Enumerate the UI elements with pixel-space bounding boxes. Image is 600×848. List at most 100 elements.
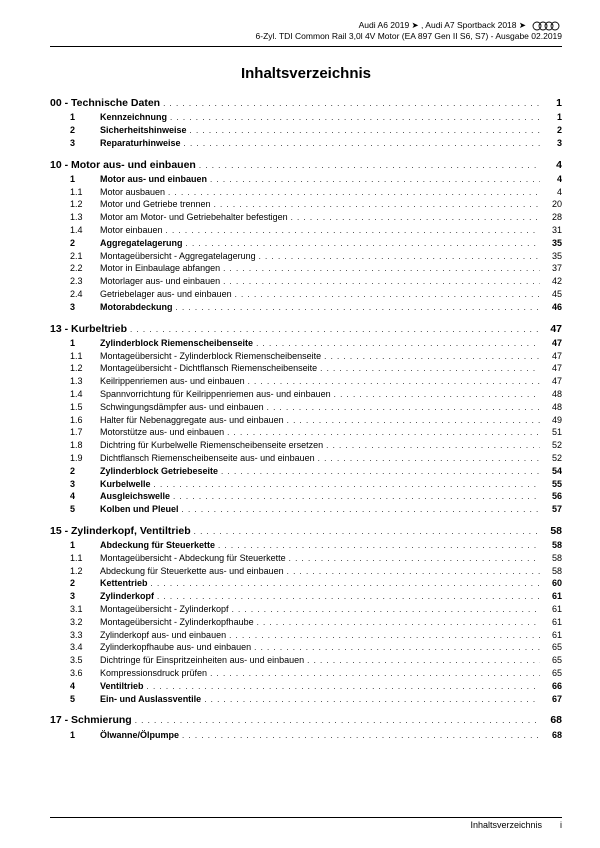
toc-dots	[218, 539, 540, 552]
toc-label: 15 - Zylinderkopf, Ventiltrieb	[50, 524, 194, 538]
toc-dots	[184, 137, 540, 150]
toc-label: Kennzeichnung	[100, 111, 170, 123]
toc-label: Kolben und Pleuel	[100, 503, 182, 515]
toc-label: Montageübersicht - Zylinderkopf	[100, 603, 232, 615]
toc-num: 3.2	[50, 616, 100, 628]
toc-num: 1.9	[50, 452, 100, 464]
toc-page: 35	[540, 237, 562, 249]
toc-page: 55	[540, 478, 562, 490]
toc-label: Motor ausbauen	[100, 186, 168, 198]
toc-label: Reparaturhinweise	[100, 137, 184, 149]
audi-logo-icon	[532, 21, 562, 31]
toc-dots	[176, 301, 540, 314]
toc-dots	[267, 401, 540, 414]
toc-dots	[214, 198, 540, 211]
toc-chapter: 00 - Technische Daten1	[50, 96, 562, 110]
toc-entry: 1.5Schwingungsdämpfer aus- und einbauen4…	[50, 401, 562, 414]
page-footer: Inhaltsverzeichnis i	[50, 817, 562, 830]
toc-label: Montageübersicht - Zylinderkopfhaube	[100, 616, 257, 628]
toc-num: 2	[50, 124, 100, 136]
toc-page: 1	[540, 111, 562, 123]
toc-entry: 3.4Zylinderkopfhaube aus- und einbauen65	[50, 641, 562, 654]
toc-dots	[194, 524, 540, 538]
toc-page: 65	[540, 667, 562, 679]
toc-label: Abdeckung für Steuerkette	[100, 539, 218, 551]
toc-dots	[199, 158, 540, 172]
toc-page: 61	[540, 629, 562, 641]
toc-entry: 1.4Motor einbauen31	[50, 224, 562, 237]
toc-label: Dichtringe für Einspritzeinheiten aus- u…	[100, 654, 307, 666]
toc-entry: 1.1Motor ausbauen4	[50, 186, 562, 199]
toc-dots	[307, 654, 540, 667]
toc-page: 57	[540, 503, 562, 515]
toc-dots	[289, 552, 540, 565]
toc-num: 3	[50, 137, 100, 149]
toc-dots	[170, 111, 540, 124]
toc-dots	[130, 322, 540, 336]
toc-label: Schwingungsdämpfer aus- und einbauen	[100, 401, 267, 413]
toc-page: 42	[540, 275, 562, 287]
toc-num: 2.3	[50, 275, 100, 287]
toc-entry: 3Kurbelwelle55	[50, 478, 562, 491]
toc-dots	[320, 362, 540, 375]
toc-num: 1.3	[50, 211, 100, 223]
toc-num: 2.4	[50, 288, 100, 300]
toc-page: 52	[540, 439, 562, 451]
toc-num: 1.4	[50, 388, 100, 400]
toc-label: Motorabdeckung	[100, 301, 176, 313]
toc-label: Motor aus- und einbauen	[100, 173, 210, 185]
toc-entry: 1.3Keilrippenriemen aus- und einbauen47	[50, 375, 562, 388]
toc-page: 45	[540, 288, 562, 300]
toc-num: 4	[50, 680, 100, 692]
toc-page: 4	[540, 158, 562, 172]
toc-entry: 2Aggregatelagerung35	[50, 237, 562, 250]
toc-chapter: 15 - Zylinderkopf, Ventiltrieb58	[50, 524, 562, 538]
toc-label: Montageübersicht - Abdeckung für Steuerk…	[100, 552, 289, 564]
page: Audi A6 2019 ➤ , Audi A7 Sportback 2018 …	[0, 0, 600, 751]
toc-num: 3.5	[50, 654, 100, 666]
toc-label: 17 - Schmierung	[50, 713, 135, 727]
toc-page: 35	[540, 250, 562, 262]
toc-num: 1	[50, 729, 100, 741]
toc-entry: 2.3Motorlager aus- und einbauen42	[50, 275, 562, 288]
toc-page: 1	[540, 96, 562, 110]
toc-page: 58	[540, 552, 562, 564]
toc-dots	[248, 375, 540, 388]
toc-num: 3.4	[50, 641, 100, 653]
toc-page: 46	[540, 301, 562, 313]
toc-page: 49	[540, 414, 562, 426]
toc-num: 1	[50, 173, 100, 185]
toc-entry: 3Motorabdeckung46	[50, 301, 562, 314]
toc-entry: 1.9Dichtflansch Riemenscheibenseite aus-…	[50, 452, 562, 465]
toc-dots	[157, 590, 540, 603]
toc-page: 65	[540, 641, 562, 653]
toc-dots	[210, 173, 540, 186]
toc-entry: 3.6Kompressionsdruck prüfen65	[50, 667, 562, 680]
toc-page: 2	[540, 124, 562, 136]
toc-entry: 1.1Montageübersicht - Zylinderblock Riem…	[50, 350, 562, 363]
toc-entry: 2Zylinderblock Getriebeseite54	[50, 465, 562, 478]
toc-entry: 4Ausgleichswelle56	[50, 490, 562, 503]
toc-page: 28	[540, 211, 562, 223]
toc-num: 1.7	[50, 426, 100, 438]
toc-num: 3.6	[50, 667, 100, 679]
toc-entry: 4Ventiltrieb66	[50, 680, 562, 693]
toc-dots	[154, 478, 540, 491]
toc-dots	[221, 465, 540, 478]
toc-num: 3	[50, 590, 100, 602]
toc-dots	[223, 262, 540, 275]
toc-page: 47	[540, 322, 562, 336]
toc-page: 52	[540, 452, 562, 464]
toc-label: Ausgleichswelle	[100, 490, 173, 502]
toc-entry: 3.1Montageübersicht - Zylinderkopf61	[50, 603, 562, 616]
toc-num: 1	[50, 337, 100, 349]
toc-page: 66	[540, 680, 562, 692]
toc-entry: 1.2Motor und Getriebe trennen20	[50, 198, 562, 211]
toc-page: 4	[540, 173, 562, 185]
toc-label: Zylinderblock Getriebeseite	[100, 465, 221, 477]
toc-page: 48	[540, 388, 562, 400]
toc-entry: 1.6Halter für Nebenaggregate aus- und ei…	[50, 414, 562, 427]
toc-entry: 3.5Dichtringe für Einspritzeinheiten aus…	[50, 654, 562, 667]
toc-dots	[229, 629, 540, 642]
toc-num: 4	[50, 490, 100, 502]
